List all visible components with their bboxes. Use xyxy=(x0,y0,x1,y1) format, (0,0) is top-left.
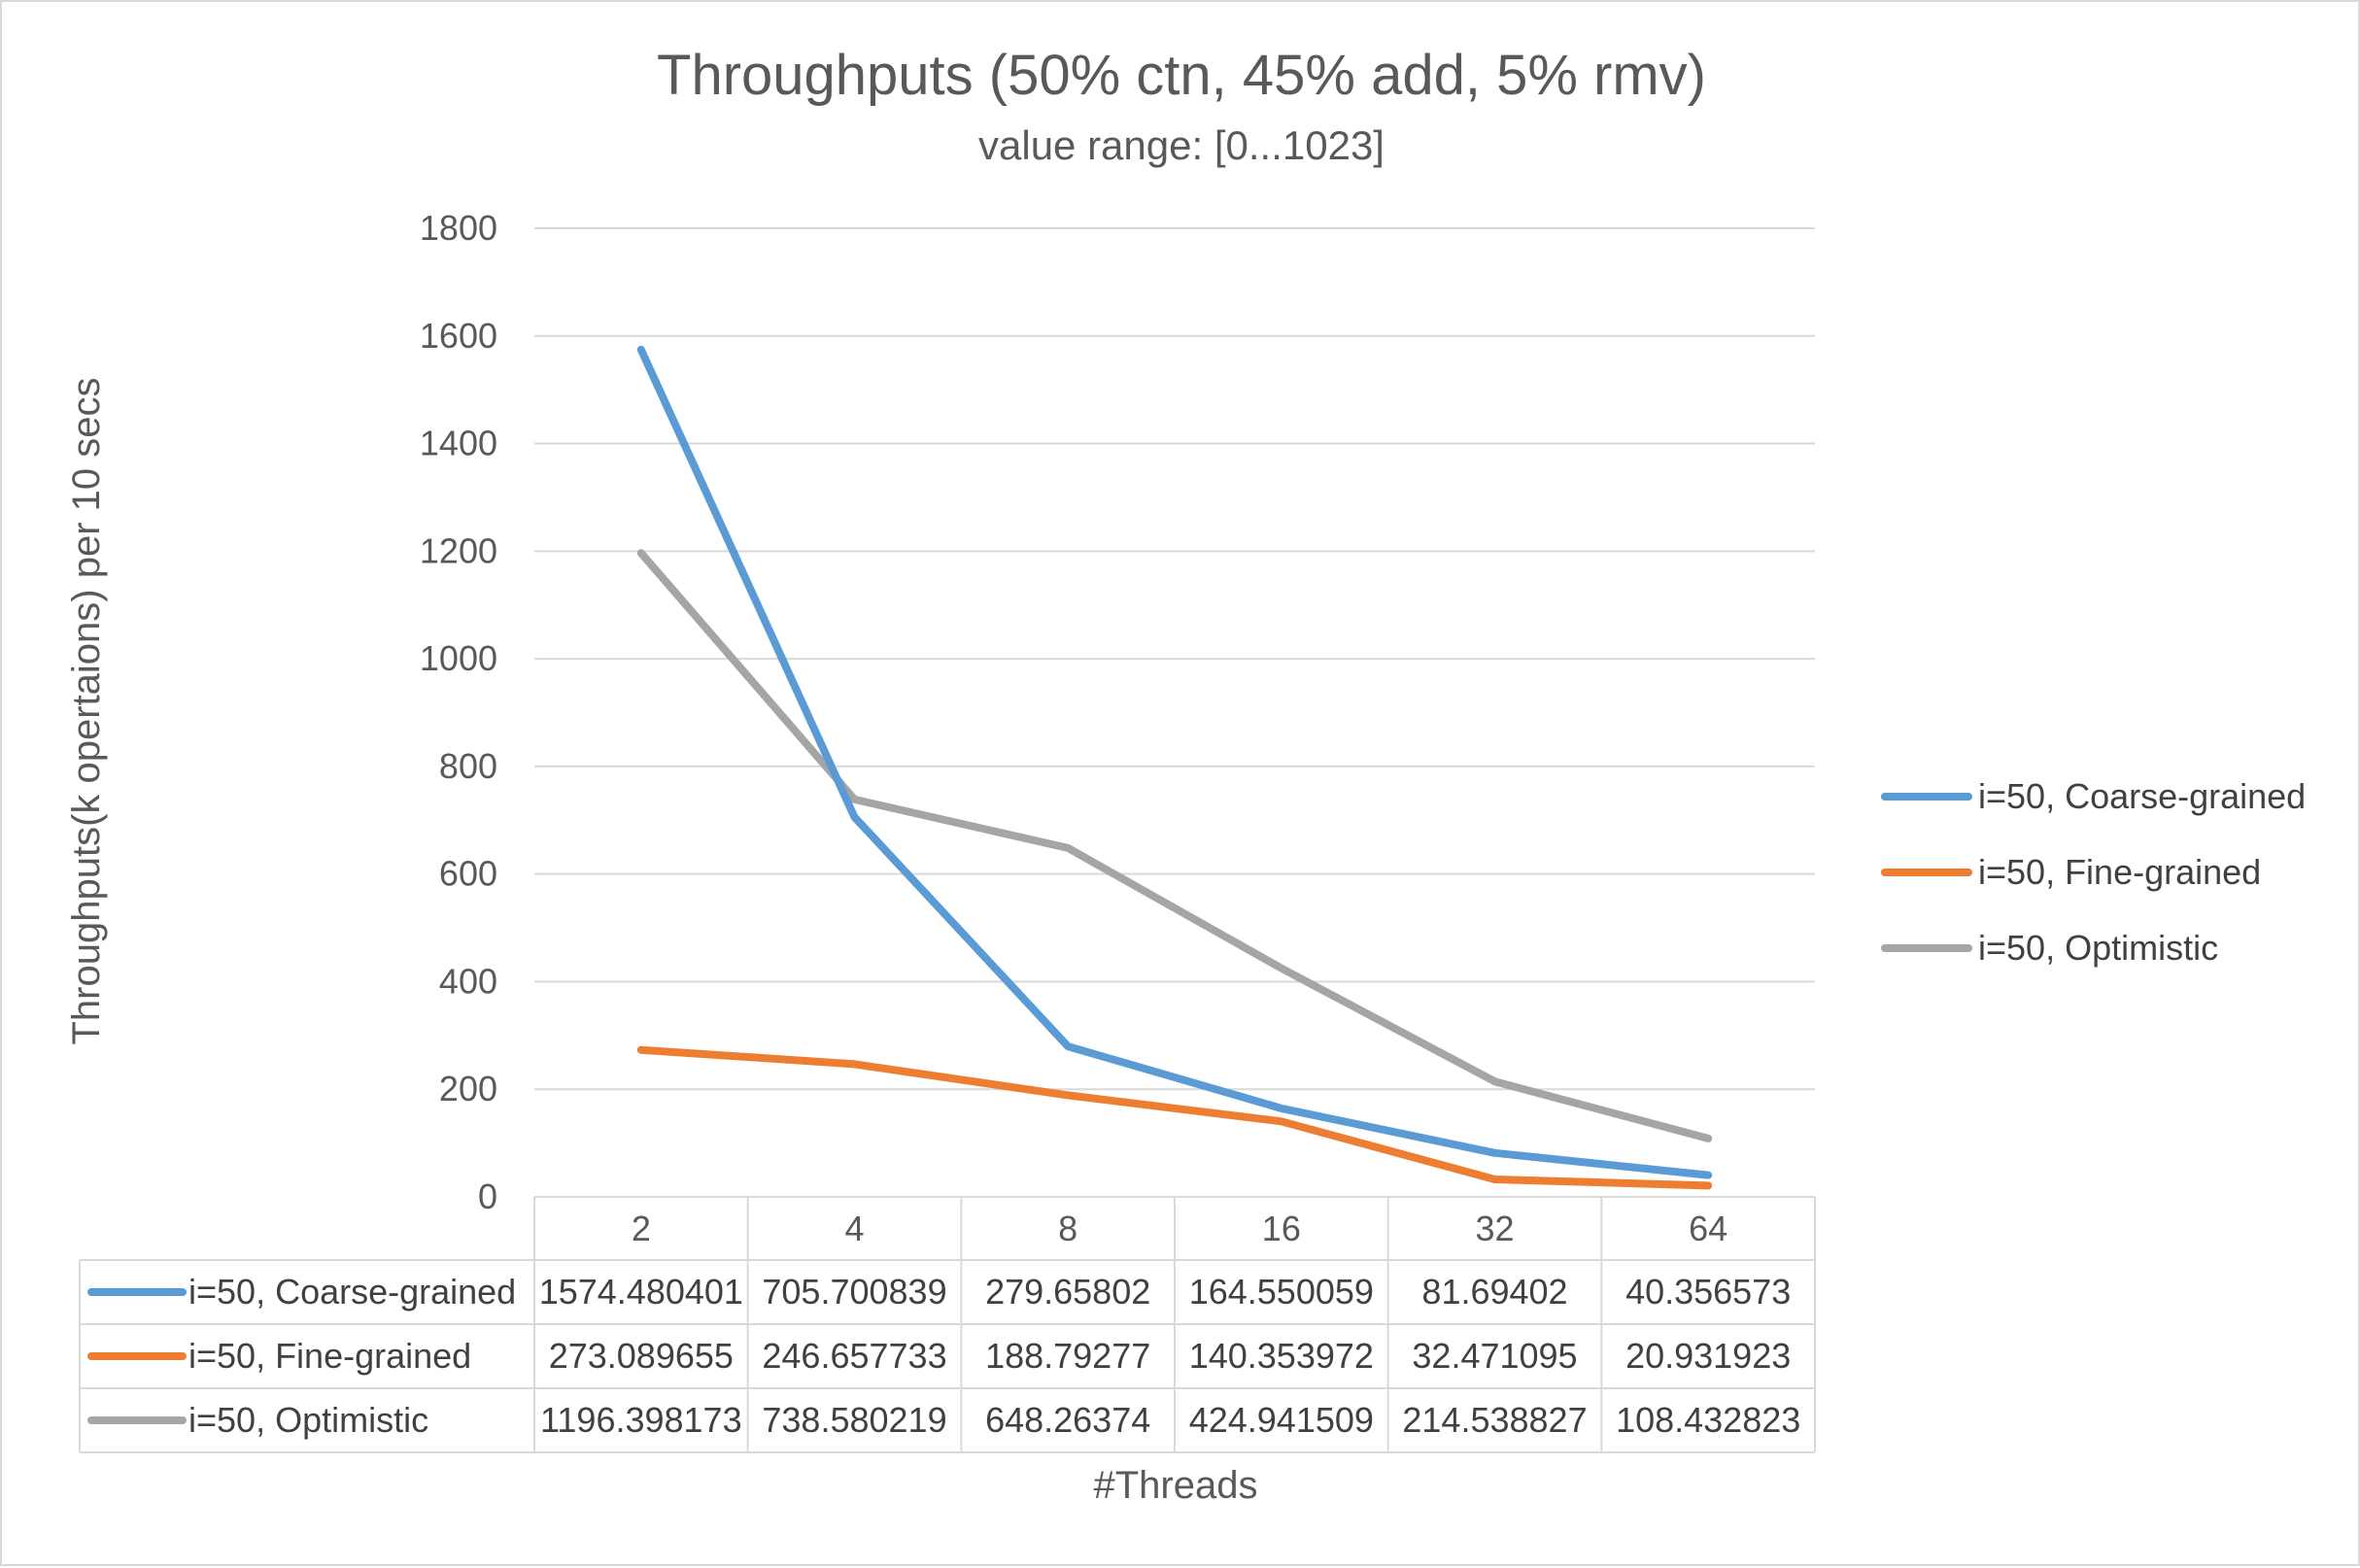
gridlines xyxy=(534,227,1815,1198)
y-tick-label: 400 xyxy=(439,961,497,1001)
legend: i=50, Coarse-grained i=50, Fine-grained i=… xyxy=(1881,776,2306,968)
y-tick-label: 800 xyxy=(439,746,497,786)
y-axis-label: Throughputs(k opertaions) per 10 secs xyxy=(65,377,108,1044)
table-cell: 279.65802 xyxy=(985,1272,1150,1312)
table-cell: 32.471095 xyxy=(1412,1336,1577,1376)
table-series-name: i=50, Coarse-grained xyxy=(188,1272,516,1312)
y-tick-label: 1200 xyxy=(420,530,497,570)
legend-label: i=50, Optimistic xyxy=(1978,928,2218,968)
y-tick-label: 1000 xyxy=(420,638,497,678)
x-tick-label: 2 xyxy=(632,1209,651,1248)
table-cell: 648.26374 xyxy=(985,1400,1150,1440)
data-table: 2 4 8 16 32 64 i=50, Coarse-grained 1574.480401… xyxy=(79,1196,1816,1453)
chart-subtitle: value range: [0...1023] xyxy=(978,122,1385,168)
x-tick-label: 32 xyxy=(1475,1209,1514,1248)
series-lines xyxy=(636,345,1713,1190)
table-cell: 738.580219 xyxy=(762,1400,946,1440)
legend-label: i=50, Fine-grained xyxy=(1978,852,2261,892)
table-cell: 705.700839 xyxy=(762,1272,946,1312)
table-cell: 140.353972 xyxy=(1189,1336,1374,1376)
legend-label: i=50, Coarse-grained xyxy=(1978,776,2306,816)
chart-title: Throughputs (50% ctn, 45% add, 5% rmv) xyxy=(657,44,1706,107)
y-tick-label: 1800 xyxy=(420,208,497,248)
y-tick-label: 1400 xyxy=(420,424,497,463)
table-cell: 424.941509 xyxy=(1189,1400,1374,1440)
table-series-name: i=50, Optimistic xyxy=(188,1400,428,1440)
y-tick-label: 600 xyxy=(439,854,497,894)
x-tick-label: 4 xyxy=(844,1209,864,1248)
table-cell: 1196.398173 xyxy=(540,1400,742,1440)
x-tick-label: 16 xyxy=(1262,1209,1301,1248)
table-cell: 246.657733 xyxy=(762,1336,946,1376)
table-cell: 81.69402 xyxy=(1421,1272,1567,1312)
y-tick-label: 200 xyxy=(439,1069,497,1108)
series-line xyxy=(636,1045,1713,1190)
y-tick-label: 1600 xyxy=(420,316,497,356)
table-series-name: i=50, Fine-grained xyxy=(188,1336,471,1376)
series-line xyxy=(636,345,1713,1179)
table-cell: 273.089655 xyxy=(549,1336,734,1376)
table-cell: 20.931923 xyxy=(1625,1336,1791,1376)
x-axis-label: #Threads xyxy=(1094,1464,1258,1507)
table-cell: 188.79277 xyxy=(985,1336,1150,1376)
table-cell: 214.538827 xyxy=(1402,1400,1587,1440)
y-axis-ticks: 0 200 400 600 800 1000 1200 1400 1600 1800 xyxy=(420,208,497,1216)
table-cell: 108.432823 xyxy=(1616,1400,1800,1440)
table-cell: 1574.480401 xyxy=(539,1272,743,1312)
x-tick-label: 64 xyxy=(1689,1209,1727,1248)
x-tick-label: 8 xyxy=(1058,1209,1077,1248)
series-line xyxy=(636,549,1713,1142)
y-tick-label: 0 xyxy=(478,1176,497,1216)
table-cell: 164.550059 xyxy=(1189,1272,1374,1312)
table-cell: 40.356573 xyxy=(1625,1272,1791,1312)
